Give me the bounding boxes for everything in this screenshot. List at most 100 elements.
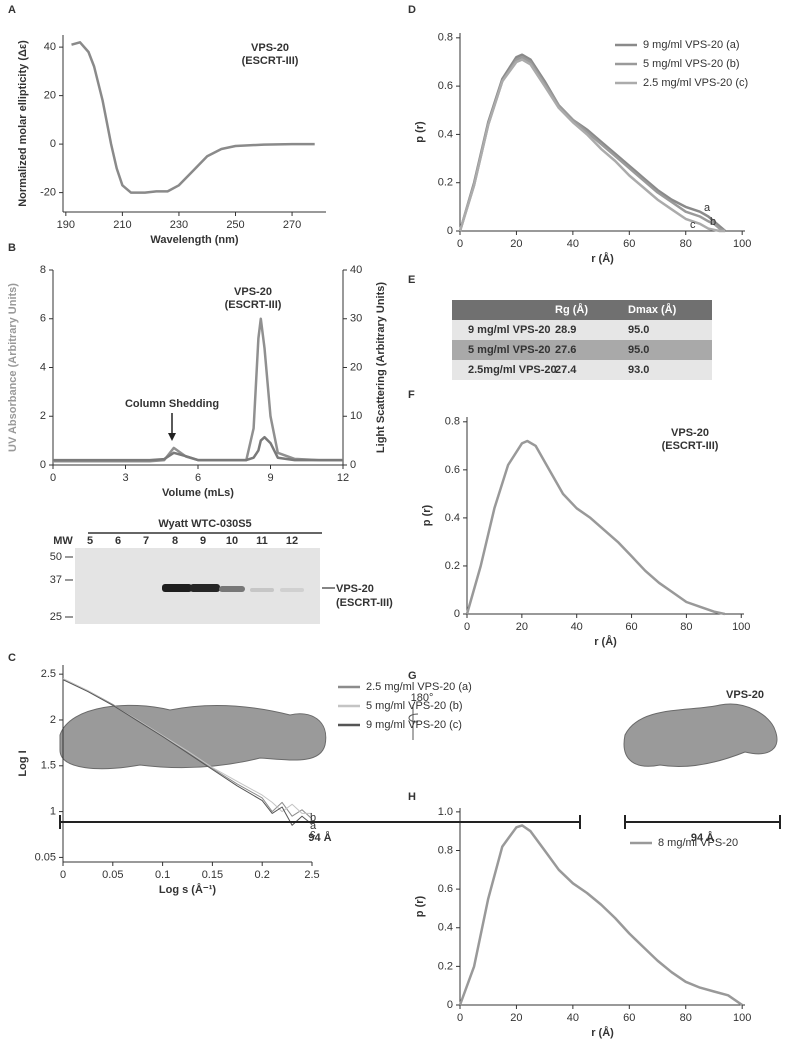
x-tick-label: 40 [567, 1012, 579, 1024]
x-tick-label: 40 [567, 238, 579, 250]
data-line [465, 439, 726, 616]
gel-lane-label: 11 [256, 535, 268, 547]
x-tick-label: 270 [283, 219, 301, 231]
scale-label: 94 Å [691, 831, 714, 844]
y-tick-label: 0.2 [438, 177, 453, 189]
gel-marker-label: 37 [50, 574, 62, 586]
rotation-label: 180° [411, 692, 434, 704]
y-axis-label: UV Absorbance (Arbitrary Units) [7, 283, 19, 452]
x-tick-label: 80 [680, 238, 692, 250]
y-tick-label: 0.6 [445, 464, 460, 476]
y-tick-label: 0 [50, 138, 56, 150]
y-axis-label: p (r) [414, 121, 426, 143]
y-tick-label: 0.2 [438, 960, 453, 972]
table-cell: 2.5mg/ml VPS-20 [468, 364, 557, 376]
x-tick-label: 0 [464, 621, 470, 633]
x-tick-label: 6 [195, 472, 201, 484]
x-axis-label: r (Å) [591, 252, 614, 265]
x-tick-label: 100 [733, 1012, 751, 1024]
y2-tick-label: 20 [350, 361, 362, 373]
x-axis-label: r (Å) [594, 635, 617, 648]
x-tick-label: 100 [733, 238, 751, 250]
table-cell: 95.0 [628, 324, 649, 336]
panel-letter: D [408, 4, 416, 16]
x-axis-label: r (Å) [591, 1026, 614, 1039]
table-row-bg [452, 320, 712, 340]
x-tick-label: 0 [60, 869, 66, 881]
scale-label: 94 Å [308, 831, 331, 844]
y-axis-label: Normalized molar ellipticity (Δε) [17, 40, 29, 207]
annotation: Column Shedding [125, 398, 219, 410]
data-line [458, 58, 726, 233]
panel-letter: H [408, 791, 416, 803]
data-line [71, 41, 315, 194]
table-row-bg [452, 360, 712, 380]
curve-label: a [704, 202, 711, 214]
data-line [458, 53, 727, 232]
legend-label: 2.5 mg/ml VPS-20 (a) [366, 681, 472, 693]
y-tick-label: 0.6 [438, 80, 453, 92]
annotation: (ESCRT-III) [225, 299, 282, 311]
curve-label: c [690, 219, 696, 231]
y-tick-label: 20 [44, 90, 56, 102]
y-tick-label: 0 [454, 608, 460, 620]
x-tick-label: 0.05 [102, 869, 123, 881]
y-tick-label: 2.5 [41, 668, 56, 680]
legend-label: 8 mg/ml VPS-20 [658, 837, 738, 849]
gel-title: Wyatt WTC-030S5 [158, 518, 251, 530]
annotation: VPS-20 [234, 286, 272, 298]
y-tick-label: 0 [447, 225, 453, 237]
y-tick-label: -20 [40, 187, 56, 199]
model-front [59, 704, 327, 770]
y-tick-label: 2 [50, 714, 56, 726]
table-header-bg [452, 300, 712, 320]
curve-label: b [710, 216, 716, 228]
x-tick-label: 190 [57, 219, 75, 231]
x-tick-label: 60 [625, 621, 637, 633]
annotation-arrowhead [168, 433, 176, 441]
y-axis-label: p (r) [414, 895, 426, 917]
y-axis-label: Log I [17, 750, 29, 776]
gel-band [190, 584, 220, 592]
y-tick-label: 2 [40, 410, 46, 422]
y2-tick-label: 30 [350, 313, 362, 325]
gel-lane-label: 12 [286, 535, 298, 547]
curve-label: a [310, 820, 317, 832]
x-tick-label: 210 [113, 219, 131, 231]
legend-label: 2.5 mg/ml VPS-20 (c) [643, 77, 748, 89]
y2-tick-label: 0 [350, 459, 356, 471]
y-tick-label: 1.0 [438, 806, 453, 818]
table-cell: 28.9 [555, 324, 576, 336]
y-tick-label: 1.5 [41, 760, 56, 772]
y-tick-label: 0.4 [438, 128, 453, 140]
gel-image [75, 532, 335, 624]
table-cell: 95.0 [628, 344, 649, 356]
x-tick-label: 60 [623, 238, 635, 250]
x-tick-label: 0.2 [255, 869, 270, 881]
gel-lane-label: 6 [115, 535, 121, 547]
legend-label: 9 mg/ml VPS-20 (c) [366, 719, 462, 731]
model-rotated [623, 703, 778, 768]
data-line [53, 435, 343, 462]
panel-letter: A [8, 4, 16, 16]
y-tick-label: 8 [40, 264, 46, 276]
y-tick-label: 0.8 [438, 844, 453, 856]
data-line [53, 317, 343, 463]
model-label: VPS-20 [726, 689, 764, 701]
x-tick-label: 0 [457, 1012, 463, 1024]
y2-axis-label: Light Scattering (Arbitrary Units) [375, 282, 387, 453]
y-tick-label: 0.4 [445, 512, 460, 524]
legend-label: 9 mg/ml VPS-20 (a) [643, 39, 740, 51]
x-tick-label: 60 [623, 1012, 635, 1024]
table-cell: 27.4 [555, 364, 577, 376]
y-tick-label: 0.6 [438, 883, 453, 895]
y-tick-label: 0.05 [35, 851, 56, 863]
rotation-arrow [408, 713, 419, 723]
y-tick-label: 0 [447, 999, 453, 1011]
y-tick-label: 0.4 [438, 922, 453, 934]
table-cell: 27.6 [555, 344, 576, 356]
gel-mw-label: MW [53, 535, 73, 547]
gel-band [162, 584, 192, 592]
panel-letter: B [8, 242, 16, 254]
data-line [62, 678, 313, 820]
